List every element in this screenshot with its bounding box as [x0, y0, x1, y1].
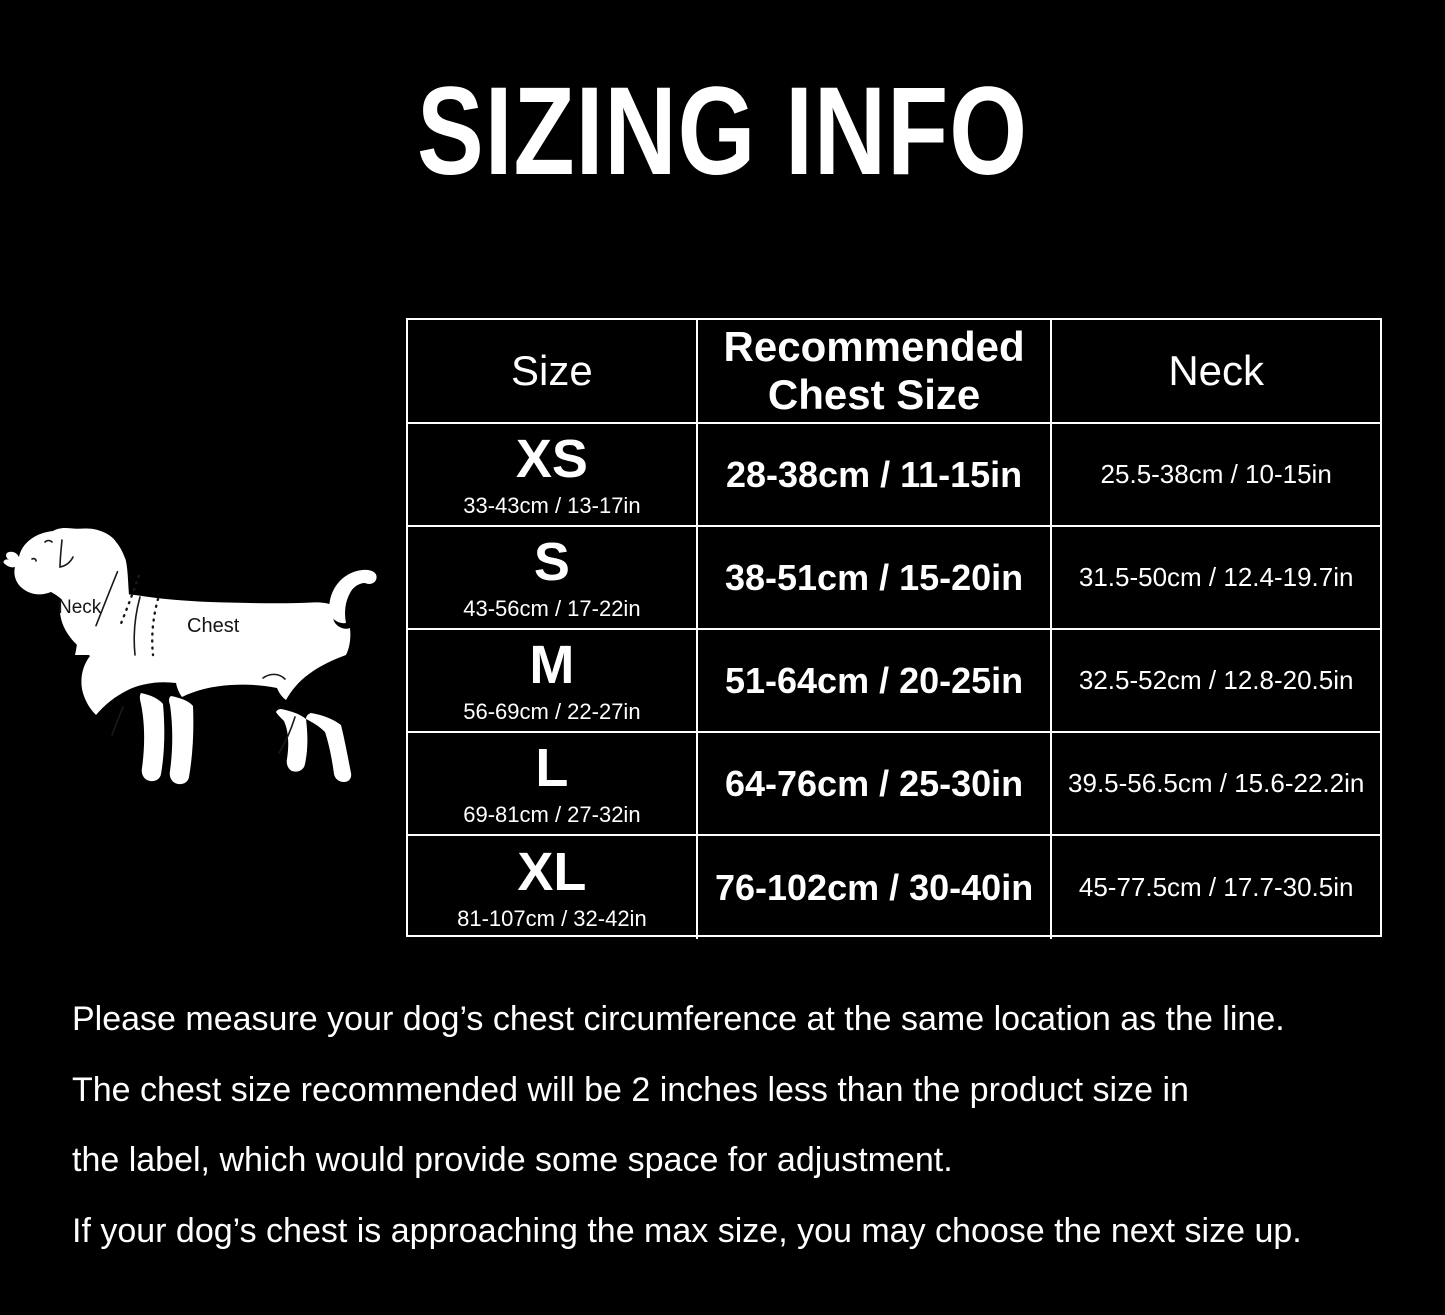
svg-text:Neck: Neck [58, 597, 102, 618]
svg-text:Chest: Chest [187, 615, 240, 637]
